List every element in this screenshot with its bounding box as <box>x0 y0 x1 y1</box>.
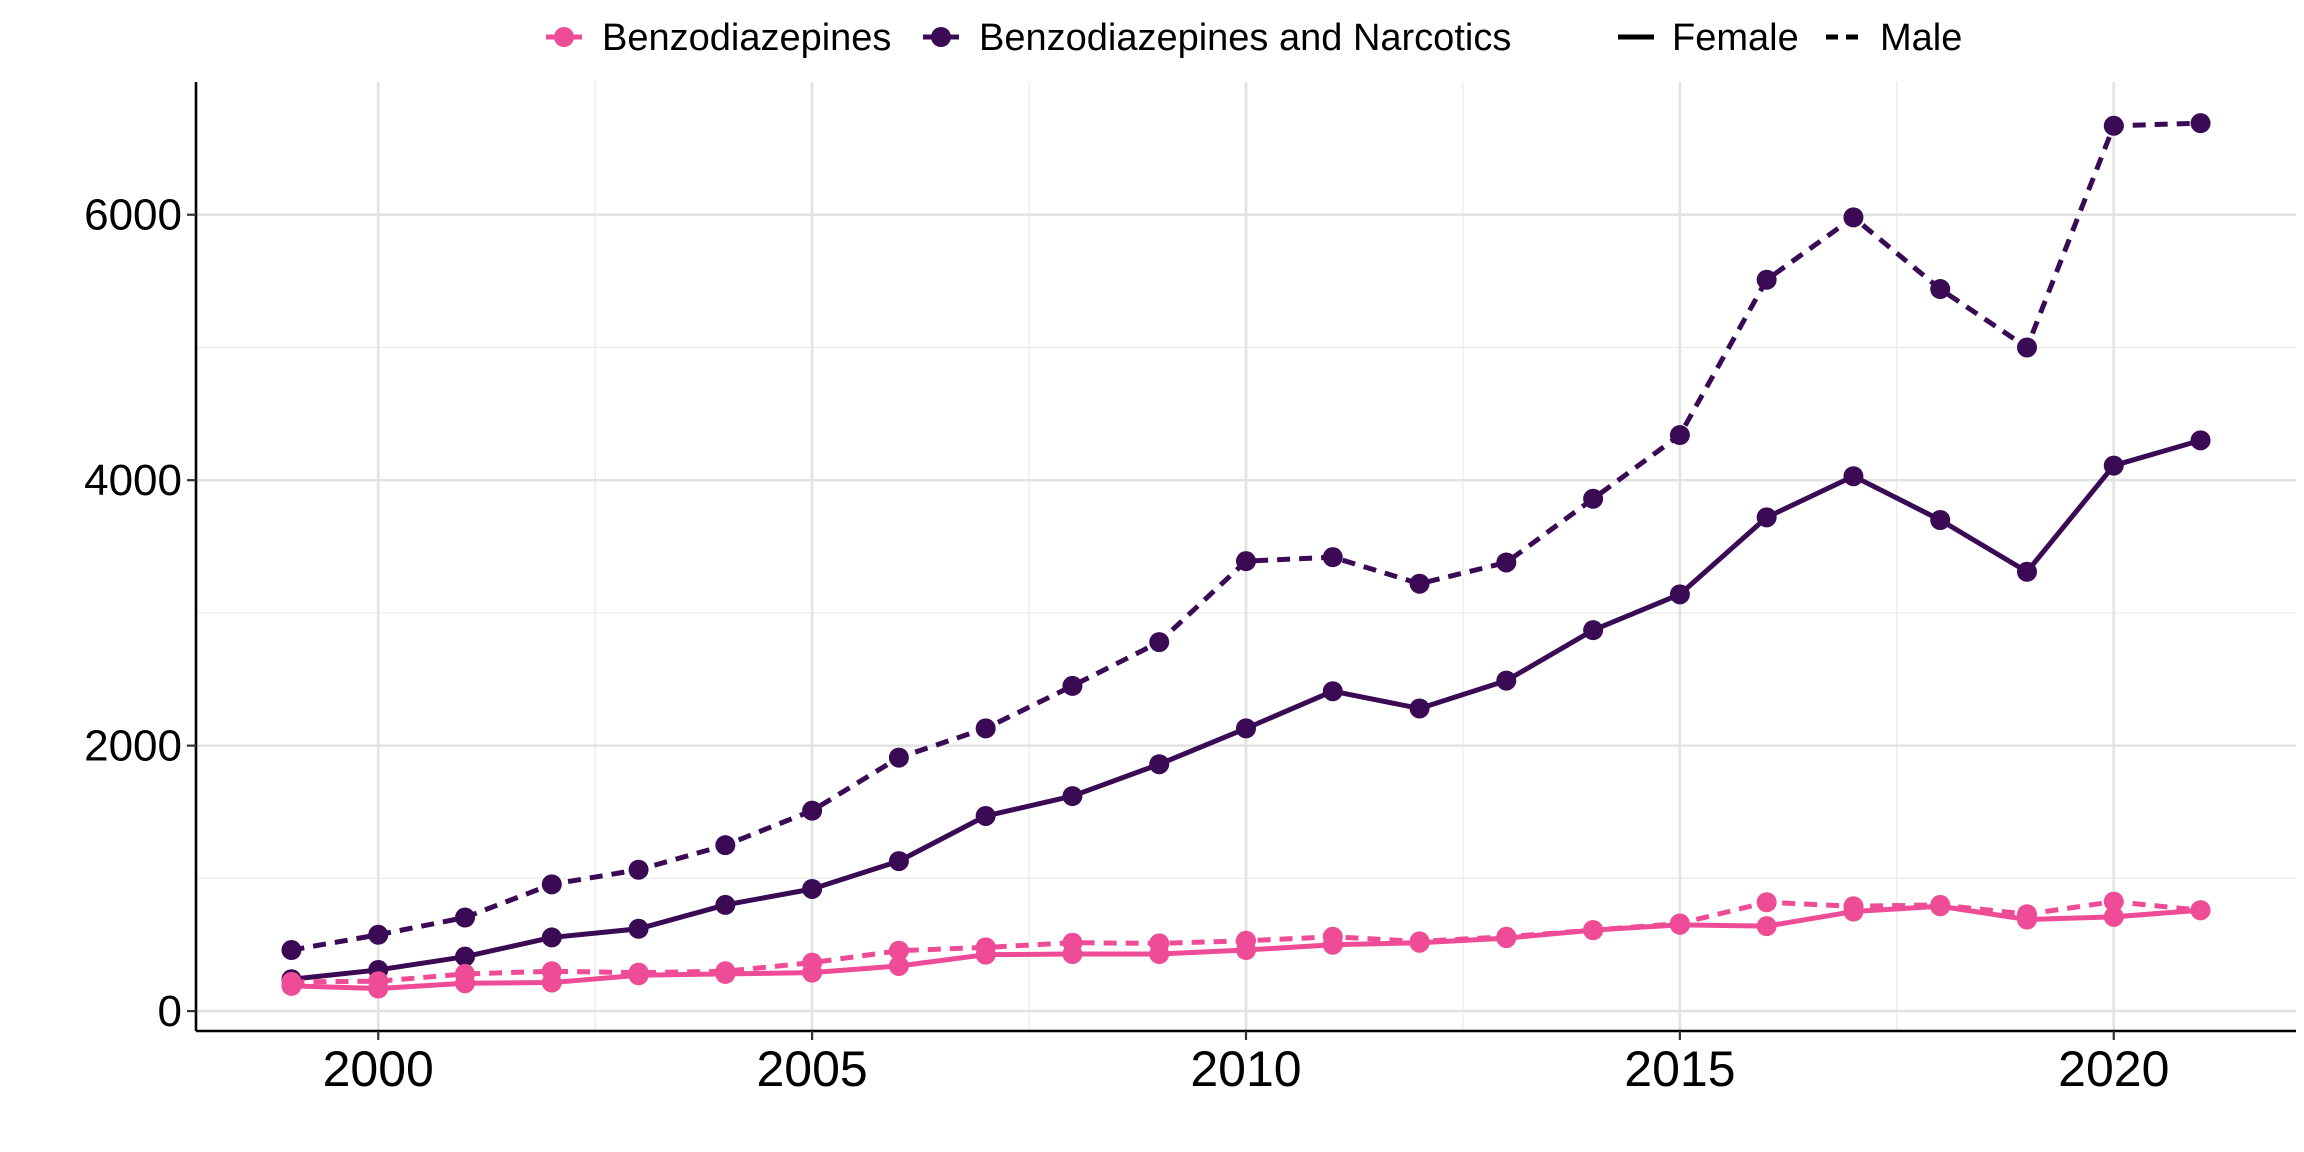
data-point-benzodiazepines-and-narcotics-male <box>975 718 996 739</box>
data-point-benzodiazepines-and-narcotics-male <box>1062 675 1083 696</box>
axes: 0 2000 4000 6000 2000 2005 2010 2015 2020 <box>84 82 2296 1097</box>
x-tick-label: 2010 <box>1190 1041 1301 1097</box>
x-tick-label: 2015 <box>1624 1041 1735 1097</box>
data-point-benzodiazepines-and-narcotics-female <box>802 878 823 899</box>
data-point-benzodiazepines-and-narcotics-female <box>1149 754 1170 775</box>
legend-label-female: Female <box>1672 17 1799 59</box>
y-tick-label: 0 <box>158 987 182 1036</box>
data-point-benzodiazepines-and-narcotics-male <box>2190 113 2211 134</box>
data-point-benzodiazepines-and-narcotics-female <box>1583 620 1604 641</box>
data-point-benzodiazepines-female <box>1062 944 1083 965</box>
data-point-benzodiazepines-and-narcotics-male <box>281 940 302 961</box>
data-point-benzodiazepines-and-narcotics-male <box>1149 632 1170 653</box>
series <box>281 113 2211 999</box>
data-point-benzodiazepines-and-narcotics-female <box>1669 584 1690 605</box>
data-point-benzodiazepines-male <box>1756 892 1777 913</box>
data-point-benzodiazepines-female <box>802 962 823 983</box>
data-point-benzodiazepines-female <box>1669 914 1690 935</box>
data-point-benzodiazepines-female <box>2103 906 2124 927</box>
data-point-benzodiazepines-and-narcotics-female <box>888 851 909 872</box>
legend: Benzodiazepines Benzodiazepines and Narco… <box>546 17 1962 59</box>
data-point-benzodiazepines-female <box>541 972 562 993</box>
data-point-benzodiazepines-and-narcotics-male <box>1669 425 1690 446</box>
data-point-benzodiazepines-and-narcotics-female <box>1496 670 1517 691</box>
data-point-benzodiazepines-female <box>1756 916 1777 937</box>
data-point-benzodiazepines-female <box>1149 944 1170 965</box>
data-point-benzodiazepines-female <box>888 955 909 976</box>
data-point-benzodiazepines-and-narcotics-female <box>455 946 476 967</box>
legend-key-point <box>554 27 574 47</box>
legend-label-male: Male <box>1880 17 1962 59</box>
data-point-benzodiazepines-female <box>1583 920 1604 941</box>
y-tick-label: 4000 <box>84 456 182 505</box>
data-point-benzodiazepines-female <box>715 963 736 984</box>
data-point-benzodiazepines-and-narcotics-male <box>888 747 909 768</box>
data-point-benzodiazepines-female <box>975 944 996 965</box>
data-point-benzodiazepines-and-narcotics-male <box>1583 488 1604 509</box>
data-point-benzodiazepines-and-narcotics-male <box>2016 337 2037 358</box>
data-point-benzodiazepines-female <box>1236 940 1256 961</box>
data-point-benzodiazepines-and-narcotics-female <box>2016 561 2037 582</box>
data-point-benzodiazepines-female <box>1409 932 1430 953</box>
x-tick-label: 2005 <box>756 1041 867 1097</box>
data-point-benzodiazepines-and-narcotics-female <box>715 894 736 915</box>
data-point-benzodiazepines-and-narcotics-male <box>802 800 823 821</box>
legend-label-benzodiazepines: Benzodiazepines <box>602 17 891 59</box>
data-point-benzodiazepines-and-narcotics-female <box>628 918 649 939</box>
data-point-benzodiazepines-and-narcotics-female <box>1930 510 1951 530</box>
data-point-benzodiazepines-and-narcotics-female <box>2103 455 2124 476</box>
data-point-benzodiazepines-and-narcotics-male <box>455 907 476 928</box>
data-point-benzodiazepines-and-narcotics-female <box>1322 681 1343 702</box>
data-point-benzodiazepines-and-narcotics-female <box>1843 466 1864 487</box>
y-tick-label: 2000 <box>84 722 182 771</box>
data-point-benzodiazepines-male <box>888 940 909 961</box>
data-point-benzodiazepines-and-narcotics-male <box>541 874 562 895</box>
data-point-benzodiazepines-and-narcotics-female <box>1409 698 1430 719</box>
data-point-benzodiazepines-female <box>1496 928 1517 949</box>
legend-label-benzodiazepines-and-narcotics: Benzodiazepines and Narcotics <box>979 17 1511 59</box>
data-point-benzodiazepines-female <box>1930 896 1951 917</box>
data-point-benzodiazepines-female <box>628 965 649 986</box>
data-point-benzodiazepines-and-narcotics-male <box>1409 573 1430 594</box>
data-point-benzodiazepines-female <box>1322 934 1343 955</box>
data-point-benzodiazepines-female <box>455 973 476 994</box>
data-point-benzodiazepines-and-narcotics-female <box>2190 430 2211 451</box>
x-tick-label: 2000 <box>323 1041 434 1097</box>
data-point-benzodiazepines-and-narcotics-female <box>541 927 562 948</box>
data-point-benzodiazepines-and-narcotics-female <box>975 805 996 826</box>
data-point-benzodiazepines-and-narcotics-female <box>1062 786 1083 807</box>
data-point-benzodiazepines-and-narcotics-male <box>2103 115 2124 136</box>
data-point-benzodiazepines-and-narcotics-female <box>1756 507 1777 528</box>
legend-key-point <box>931 27 951 47</box>
data-point-benzodiazepines-female <box>368 978 389 999</box>
data-point-benzodiazepines-and-narcotics-male <box>1236 551 1256 572</box>
data-point-benzodiazepines-female <box>1843 901 1864 922</box>
data-point-benzodiazepines-and-narcotics-male <box>1756 269 1777 290</box>
data-point-benzodiazepines-and-narcotics-female <box>1236 718 1256 739</box>
y-tick-label: 6000 <box>84 191 182 240</box>
data-point-benzodiazepines-male <box>2103 891 2124 912</box>
data-point-benzodiazepines-and-narcotics-male <box>1930 279 1951 300</box>
x-tick-label: 2020 <box>2058 1041 2169 1097</box>
data-point-benzodiazepines-female <box>281 975 302 996</box>
data-point-benzodiazepines-female <box>2016 909 2037 930</box>
data-point-benzodiazepines-and-narcotics-male <box>715 835 736 856</box>
data-point-benzodiazepines-and-narcotics-male <box>368 924 389 945</box>
data-point-benzodiazepines-and-narcotics-male <box>1322 547 1343 568</box>
data-point-benzodiazepines-female <box>2190 900 2211 921</box>
data-point-benzodiazepines-and-narcotics-male <box>1496 552 1517 573</box>
data-point-benzodiazepines-and-narcotics-male <box>1843 207 1864 228</box>
data-point-benzodiazepines-and-narcotics-male <box>628 859 649 880</box>
